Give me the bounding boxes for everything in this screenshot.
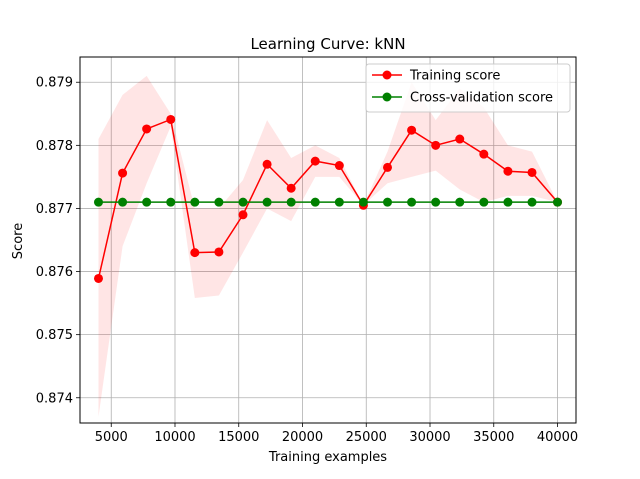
y-axis-ticks: 0.874 0.875 0.876 0.877 0.878 0.879 [36, 76, 80, 406]
data-point [286, 183, 296, 193]
legend-training-label: Training score [409, 69, 500, 84]
data-point [527, 197, 537, 207]
plot-frame [79, 56, 577, 424]
data-point [214, 247, 224, 257]
y-tick-label: 0.877 [36, 202, 73, 217]
data-point [334, 197, 344, 207]
data-point [190, 248, 200, 258]
data-point [118, 168, 128, 178]
series-cross-validation-score [93, 197, 563, 207]
data-point [431, 197, 441, 207]
data-point [383, 162, 393, 172]
series-layer [93, 114, 563, 283]
data-point [479, 149, 489, 159]
data-point [503, 166, 513, 176]
x-axis-label: Training examples [268, 450, 387, 465]
data-point [310, 156, 320, 166]
data-point [262, 159, 272, 169]
data-point [190, 197, 200, 207]
data-point [93, 273, 103, 283]
legend-training-marker [382, 70, 392, 80]
legend-box [365, 63, 571, 113]
x-tick-label: 15000 [218, 430, 259, 445]
training-score-band-area [98, 75, 558, 417]
data-point [358, 197, 368, 207]
data-point [142, 197, 152, 207]
chart-title: Learning Curve: kNN [250, 35, 405, 53]
legend: Training score Cross-validation score [365, 63, 571, 113]
training-score-band [98, 75, 558, 417]
y-tick-label: 0.879 [36, 76, 73, 91]
data-point [431, 140, 441, 150]
series-line [97, 118, 559, 279]
data-point [262, 197, 272, 207]
y-tick-label: 0.876 [36, 265, 73, 280]
data-point [553, 197, 563, 207]
x-tick-label: 30000 [409, 430, 450, 445]
data-point [479, 197, 489, 207]
data-point [407, 197, 417, 207]
data-point [214, 197, 224, 207]
data-point [407, 125, 417, 135]
data-point [142, 124, 152, 134]
y-tick-label: 0.874 [36, 391, 73, 406]
data-point [334, 161, 344, 171]
data-point [503, 197, 513, 207]
data-point [118, 197, 128, 207]
data-point [166, 197, 176, 207]
data-point [286, 197, 296, 207]
x-tick-label: 20000 [282, 430, 323, 445]
data-point [310, 197, 320, 207]
x-tick-label: 5000 [95, 430, 128, 445]
data-point [238, 210, 248, 220]
x-tick-label: 25000 [346, 430, 387, 445]
x-tick-label: 40000 [537, 430, 578, 445]
data-point [527, 167, 537, 177]
y-axis-label: Score [11, 223, 26, 259]
data-point [455, 197, 465, 207]
data-point [93, 197, 103, 207]
y-tick-label: 0.878 [36, 139, 73, 154]
legend-cv-marker [382, 92, 392, 102]
data-point [238, 197, 248, 207]
data-point [166, 114, 176, 124]
x-axis-ticks: 5000 10000 15000 20000 25000 30000 35000 40000 [95, 423, 578, 445]
data-point [455, 134, 465, 144]
y-tick-label: 0.875 [36, 328, 73, 343]
x-tick-label: 10000 [154, 430, 195, 445]
data-point [383, 197, 393, 207]
legend-cv-label: Cross-validation score [410, 91, 553, 106]
x-tick-label: 35000 [473, 430, 514, 445]
